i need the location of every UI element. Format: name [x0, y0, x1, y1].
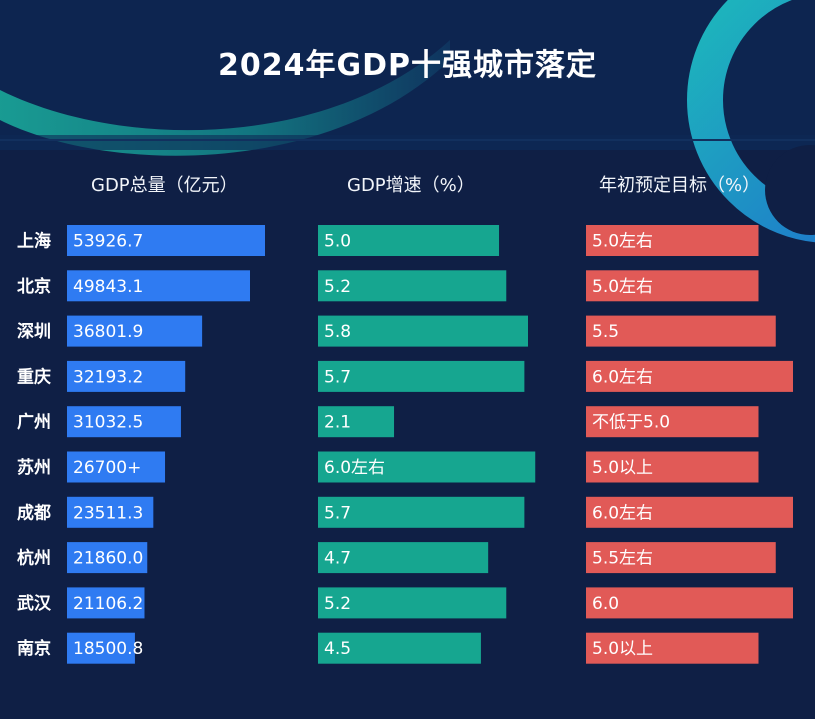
target-value-label: 5.0左右 [592, 277, 653, 297]
gdp-growth-value-label: 6.0左右 [324, 458, 385, 478]
gdp-growth-value-label: 4.7 [324, 549, 351, 569]
gdp-growth-value-label: 5.0 [324, 232, 351, 252]
gdp-total-bar [67, 496, 154, 528]
gdp-total-bar [67, 360, 186, 392]
gdp-growth-bar [318, 360, 525, 392]
target-bar [586, 360, 793, 392]
gdp-total-value-label: 53926.7 [73, 232, 143, 252]
city-label: 北京 [17, 276, 51, 297]
gdp-growth-bar [318, 542, 489, 574]
gdp-total-value-label: 36801.9 [73, 322, 143, 342]
target-value-label: 6.0左右 [592, 503, 653, 523]
gdp-growth-bar [318, 451, 536, 483]
gdp-total-value-label: 32193.2 [73, 367, 143, 387]
target-value-label: 5.0以上 [592, 639, 653, 659]
target-bar [586, 225, 759, 256]
gdp-growth-value-label: 5.8 [324, 322, 351, 342]
target-bar [586, 587, 793, 619]
gdp-growth-bar [318, 315, 528, 347]
city-label: 广州 [17, 412, 51, 433]
target-value-label: 6.0 [592, 594, 619, 614]
target-value-label: 5.5左右 [592, 549, 653, 569]
gdp-growth-bar [318, 270, 507, 302]
chart-title: 2024年GDP十强城市落定 [217, 48, 597, 83]
gdp-growth-bar [318, 587, 507, 619]
city-label: 杭州 [17, 548, 51, 569]
gdp-growth-value-label: 2.1 [324, 413, 351, 433]
target-header: 年初预定目标（%） [599, 175, 761, 196]
gdp-total-bar [67, 315, 203, 347]
target-bar [586, 496, 793, 528]
target-bar [586, 451, 759, 483]
gdp-total-bar [67, 542, 148, 574]
gdp-total-value-label: 18500.8 [73, 639, 143, 659]
gdp-total-bar [67, 406, 181, 438]
target-bar [586, 542, 776, 574]
target-bar [586, 315, 776, 347]
gdp-total-bar [67, 225, 265, 256]
target-bar [586, 406, 759, 438]
gdp-growth-bar [318, 496, 525, 528]
city-label: 深圳 [17, 321, 51, 342]
target-value-label: 不低于5.0 [592, 413, 670, 433]
gdp-growth-value-label: 4.5 [324, 639, 351, 659]
gdp-growth-value-label: 5.2 [324, 594, 351, 614]
target-value-label: 5.0左右 [592, 232, 653, 252]
gdp-growth-bar [318, 632, 481, 664]
gdp-total-value-label: 26700+ [73, 458, 141, 478]
gdp-growth-value-label: 5.2 [324, 277, 351, 297]
city-label: 南京 [17, 638, 51, 659]
gdp-growth-bar [318, 225, 500, 256]
gdp-total-value-label: 23511.3 [73, 503, 143, 523]
target-value-label: 5.0以上 [592, 458, 653, 478]
gdp-total-header: GDP总量（亿元） [91, 175, 238, 196]
city-label: 武汉 [17, 593, 52, 614]
gdp-total-value-label: 21106.2 [73, 594, 143, 614]
gdp-total-bar [67, 451, 166, 483]
gdp-total-bar [67, 587, 145, 619]
city-label: 上海 [17, 231, 51, 252]
gdp-growth-header: GDP增速（%） [347, 175, 475, 196]
gdp-total-value-label: 49843.1 [73, 277, 143, 297]
gdp-growth-value-label: 5.7 [324, 367, 351, 387]
target-bar [586, 632, 759, 664]
target-bar [586, 270, 759, 302]
gdp-growth-value-label: 5.7 [324, 503, 351, 523]
gdp-total-value-label: 21860.0 [73, 549, 143, 569]
gdp-growth-bar [318, 406, 395, 438]
target-value-label: 6.0左右 [592, 367, 653, 387]
target-value-label: 5.5 [592, 322, 619, 342]
city-label: 成都 [17, 502, 51, 523]
gdp-total-value-label: 31032.5 [73, 413, 143, 433]
gdp-total-bar [67, 270, 251, 302]
city-label: 重庆 [17, 366, 51, 387]
city-label: 苏州 [17, 457, 51, 478]
gdp-total-bar [67, 632, 135, 664]
